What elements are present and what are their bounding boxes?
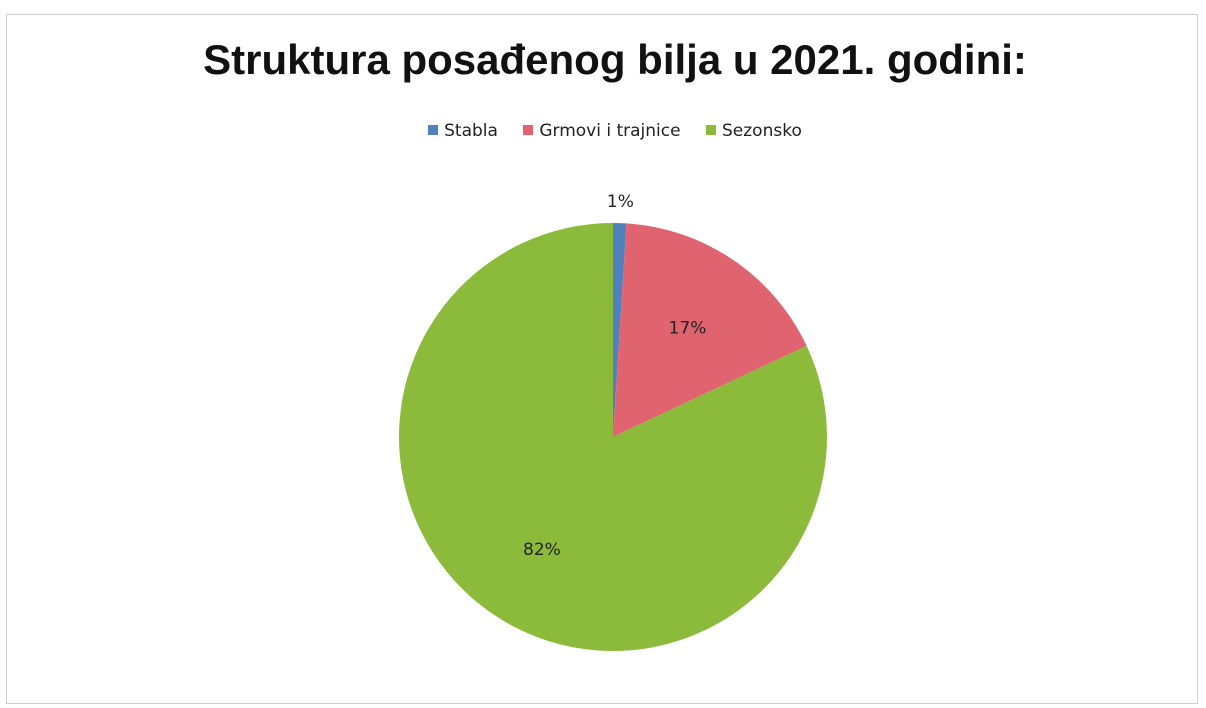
legend-label-stabla: Stabla <box>444 121 498 141</box>
legend-swatch-sezonsko <box>706 125 716 135</box>
legend-swatch-stabla <box>428 125 439 135</box>
data-label-sezonsko: 82% <box>523 540 561 560</box>
pie-slice-stabla <box>613 223 627 437</box>
legend-label-sezonsko: Sezonsko <box>722 121 802 141</box>
data-label-grmovi: 17% <box>669 318 707 338</box>
legend-item-sezonsko: Sezonsko <box>706 121 802 141</box>
data-label-stabla: 1% <box>607 192 634 212</box>
pie-slice-grmovi <box>613 223 807 437</box>
legend-swatch-grmovi <box>523 125 534 135</box>
chart-legend: Stabla Grmovi i trajnice Sezonsko <box>0 121 1206 141</box>
legend-label-grmovi: Grmovi i trajnice <box>539 121 681 141</box>
pie-slice-sezonsko <box>398 223 827 651</box>
chart-title: Struktura posađenog bilja u 2021. godini… <box>203 36 1027 83</box>
legend-item-stabla: Stabla <box>428 121 498 141</box>
legend-item-grmovi: Grmovi i trajnice <box>523 121 681 141</box>
